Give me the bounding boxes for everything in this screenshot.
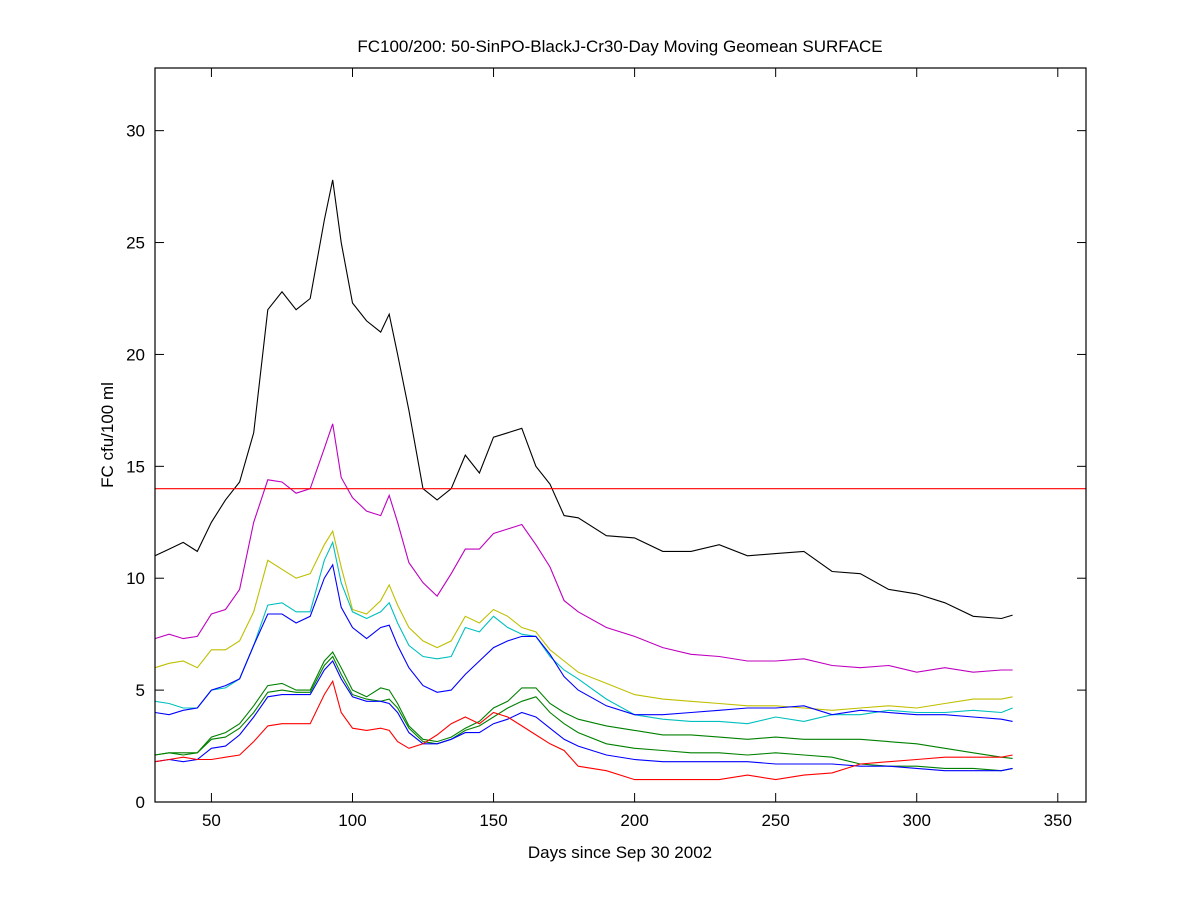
- series-layer: [154, 179, 1086, 781]
- chart-title: FC100/200: 50-SinPO-BlackJ-Cr30-Day Movi…: [357, 37, 882, 56]
- x-tick-label: 150: [479, 811, 507, 830]
- x-tick-label: 350: [1044, 811, 1072, 830]
- series-line-5: [154, 563, 1013, 722]
- series-line-3: [154, 529, 1013, 711]
- series-line-2: [154, 423, 1013, 673]
- plot-area-frame: [154, 67, 1087, 803]
- x-axis-label: Days since Sep 30 2002: [528, 843, 712, 862]
- series-line-1: [154, 179, 1013, 620]
- y-tick-label: 0: [136, 793, 145, 812]
- series-line-8: [154, 660, 1013, 772]
- y-tick-label: 20: [126, 345, 145, 364]
- series-line-7: [154, 655, 1013, 772]
- series-line-6: [154, 651, 1013, 759]
- ticks-layer: 50 100 150 200 250 300 350 0 5 10 15 20 25 30: [126, 68, 1086, 830]
- y-tick-label: 25: [126, 234, 145, 253]
- y-tick-label: 15: [126, 457, 145, 476]
- series-line-9: [154, 679, 1013, 781]
- y-tick-label: 10: [126, 569, 145, 588]
- x-tick-label: 100: [338, 811, 366, 830]
- x-tick-label: 250: [761, 811, 789, 830]
- x-tick-label: 200: [620, 811, 648, 830]
- y-axis-label: FC cfu/100 ml: [98, 382, 117, 488]
- y-tick-label: 5: [136, 681, 145, 700]
- x-tick-label: 50: [202, 811, 221, 830]
- y-tick-label: 30: [126, 122, 145, 141]
- x-tick-label: 300: [903, 811, 931, 830]
- series-line-4: [154, 540, 1013, 725]
